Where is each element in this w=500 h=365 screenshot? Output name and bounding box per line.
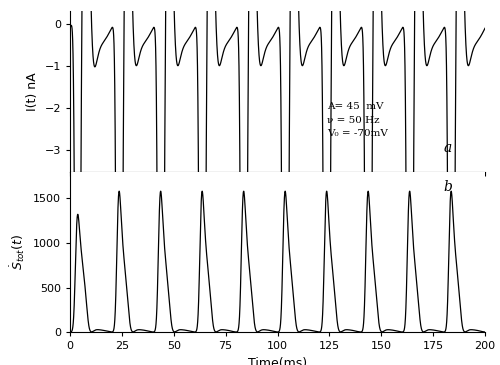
Text: b: b bbox=[443, 180, 452, 193]
Y-axis label: $\dot{S}_{tot}(t)$: $\dot{S}_{tot}(t)$ bbox=[9, 234, 28, 270]
Text: Time(ms): Time(ms) bbox=[248, 184, 307, 197]
X-axis label: Time(ms): Time(ms) bbox=[248, 357, 307, 365]
Text: A= 45  mV
ν = 50 Hz
V₀ = -70mV: A= 45 mV ν = 50 Hz V₀ = -70mV bbox=[328, 103, 388, 138]
Text: a: a bbox=[444, 142, 452, 155]
Y-axis label: I(t) nA: I(t) nA bbox=[26, 72, 39, 111]
